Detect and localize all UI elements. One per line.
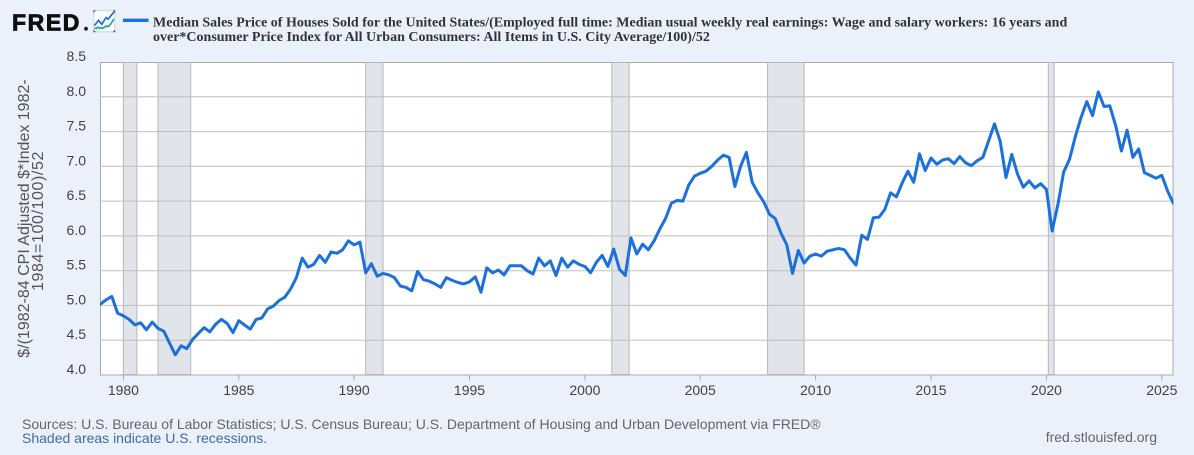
- svg-text:2015: 2015: [915, 382, 946, 398]
- svg-text:6.5: 6.5: [67, 187, 87, 203]
- svg-text:7.0: 7.0: [67, 152, 87, 168]
- svg-text:4.5: 4.5: [67, 326, 87, 342]
- svg-text:FRED: FRED: [12, 10, 81, 36]
- svg-text:fred.stlouisfed.org: fred.stlouisfed.org: [1046, 429, 1157, 445]
- svg-text:Median Sales Price of Houses S: Median Sales Price of Houses Sold for th…: [153, 16, 1067, 31]
- svg-text:1985: 1985: [223, 382, 254, 398]
- svg-text:Shaded areas indicate U.S. rec: Shaded areas indicate U.S. recessions.: [22, 430, 267, 446]
- svg-text:4.0: 4.0: [67, 361, 87, 377]
- svg-text:5.0: 5.0: [67, 291, 87, 307]
- svg-text:8.0: 8.0: [67, 83, 87, 99]
- svg-text:2010: 2010: [800, 382, 831, 398]
- svg-text:Sources: U.S. Bureau of Labor: Sources: U.S. Bureau of Labor Statistics…: [22, 416, 821, 432]
- svg-text:2005: 2005: [685, 382, 716, 398]
- svg-text:2025: 2025: [1146, 382, 1177, 398]
- svg-text:1995: 1995: [454, 382, 485, 398]
- svg-text:2020: 2020: [1031, 382, 1062, 398]
- svg-text:6.0: 6.0: [67, 222, 87, 238]
- svg-text:8.5: 8.5: [67, 48, 87, 64]
- svg-text:7.5: 7.5: [67, 118, 87, 134]
- svg-text:5.5: 5.5: [67, 257, 87, 273]
- svg-text:2000: 2000: [569, 382, 600, 398]
- svg-text:1990: 1990: [339, 382, 370, 398]
- svg-text:$/(1982-84 CPI Adjusted $*Inde: $/(1982-84 CPI Adjusted $*Index 1982-: [16, 79, 33, 357]
- svg-text:1984=100/100)/52: 1984=100/100)/52: [30, 151, 47, 291]
- svg-text:1980: 1980: [108, 382, 139, 398]
- svg-text:over*Consumer Price Index for: over*Consumer Price Index for All Urban …: [153, 30, 710, 45]
